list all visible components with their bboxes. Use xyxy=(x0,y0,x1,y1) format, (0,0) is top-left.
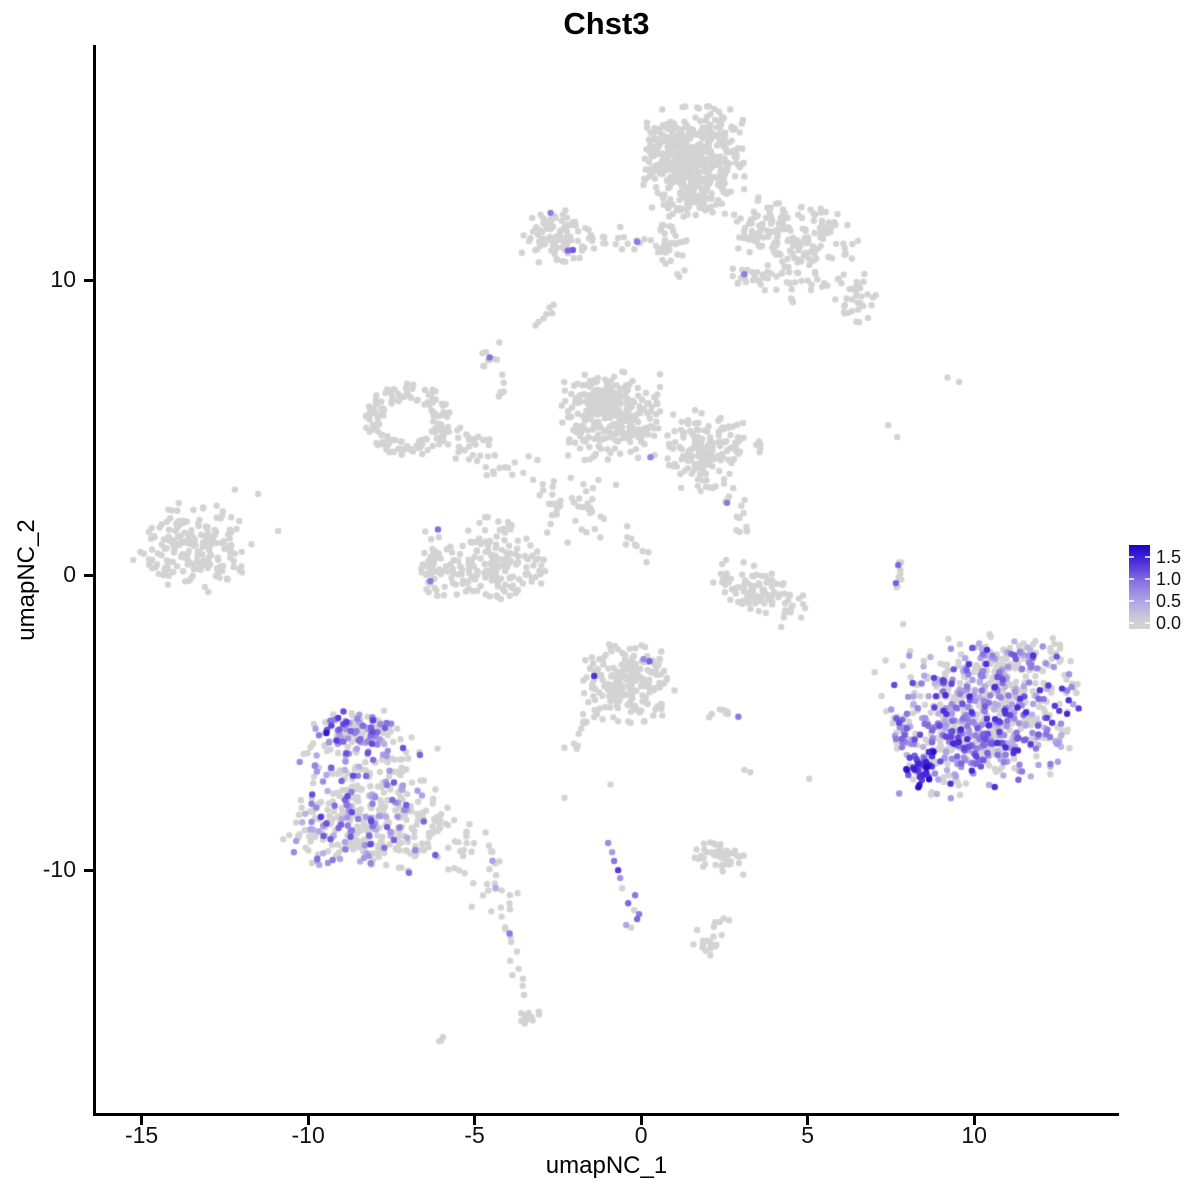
x-tick-label: 5 xyxy=(801,1122,815,1148)
colorbar-tick-label: 1.0 xyxy=(1156,568,1182,589)
colorbar-tick-mark xyxy=(1129,555,1134,558)
x-tick-mark xyxy=(306,1116,310,1125)
y-tick-mark xyxy=(84,278,93,282)
colorbar-tick-mark xyxy=(1145,555,1150,558)
x-axis-label: umapNC_1 xyxy=(545,1152,668,1179)
x-axis-line xyxy=(93,1113,1119,1116)
colorbar-tick-mark xyxy=(1129,599,1134,602)
x-tick-label: 10 xyxy=(961,1122,987,1148)
x-tick-mark xyxy=(639,1116,643,1125)
y-tick-mark xyxy=(84,573,93,577)
x-tick-label: -5 xyxy=(464,1122,485,1148)
y-tick-mark xyxy=(84,868,93,872)
y-axis-label: umapNC_2 xyxy=(13,519,40,641)
colorbar-tick-label: 1.5 xyxy=(1156,546,1182,567)
y-tick-label: 0 xyxy=(63,561,76,588)
x-tick-mark xyxy=(473,1116,477,1125)
y-axis-line xyxy=(93,45,96,1116)
colorbar-gradient xyxy=(1129,545,1150,629)
colorbar-tick-mark xyxy=(1145,621,1150,624)
colorbar-tick-label: 0.5 xyxy=(1156,590,1182,611)
y-tick-label: 10 xyxy=(50,266,76,293)
colorbar-tick-mark xyxy=(1145,599,1150,602)
colorbar-tick-mark xyxy=(1129,577,1134,580)
colorbar-tick-mark xyxy=(1145,577,1150,580)
plot-title: Chst3 xyxy=(563,6,650,41)
y-tick-label: -10 xyxy=(42,856,76,883)
x-tick-label: -10 xyxy=(291,1122,325,1148)
x-tick-mark xyxy=(806,1116,810,1125)
x-tick-label: 0 xyxy=(634,1122,648,1148)
colorbar-tick-mark xyxy=(1129,621,1134,624)
x-tick-mark xyxy=(140,1116,144,1125)
x-tick-mark xyxy=(972,1116,976,1125)
colorbar-tick-label: 0.0 xyxy=(1156,612,1182,633)
x-tick-label: -15 xyxy=(124,1122,159,1148)
